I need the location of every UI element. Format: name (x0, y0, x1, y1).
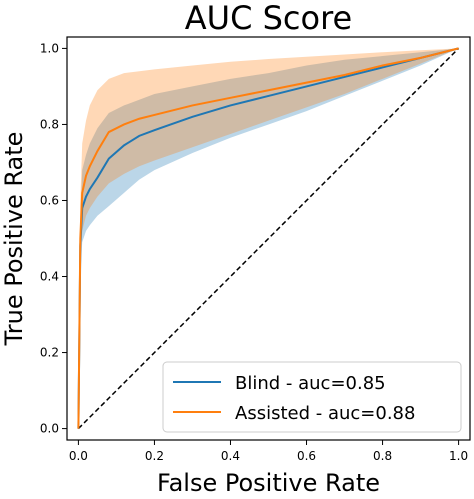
y-tick-label: 0.6 (40, 193, 59, 207)
legend-box (162, 361, 462, 433)
legend-label-series-2: Assisted - auc=0.88 (235, 403, 415, 424)
x-tick-label: 1.0 (449, 449, 468, 463)
roc-line-series-2 (77, 47, 459, 429)
y-tick-label: 1.0 (40, 41, 59, 55)
legend: Blind - auc=0.85 Assisted - auc=0.88 (162, 361, 462, 433)
y-tick-label: 0.2 (40, 346, 59, 360)
x-tick-label: 0.4 (221, 449, 240, 463)
confidence-band-series-1 (78, 48, 459, 429)
x-axis-ticks: 0.0 0.2 0.4 0.6 0.8 1.0 (69, 440, 468, 463)
plot-frame (66, 36, 471, 441)
x-axis-label: False Positive Rate (157, 469, 380, 497)
x-tick-label: 0.6 (297, 449, 316, 463)
y-tick-label: 0.0 (40, 422, 59, 436)
y-axis-ticks: 0.0 0.2 0.4 0.6 0.8 1.0 (40, 41, 67, 436)
confidence-band-series-2 (78, 48, 459, 429)
legend-label-series-1: Blind - auc=0.85 (235, 373, 386, 394)
y-tick-label: 0.8 (40, 117, 59, 131)
chance-diagonal-line (77, 47, 460, 430)
x-tick-label: 0.2 (145, 449, 164, 463)
chart-title: AUC Score (185, 0, 352, 37)
roc-line-series-1 (77, 47, 459, 429)
y-tick-label: 0.4 (40, 270, 59, 284)
x-tick-label: 0.8 (373, 449, 392, 463)
roc-series-lines (77, 47, 459, 429)
confidence-bands (78, 48, 459, 429)
x-tick-label: 0.0 (69, 449, 88, 463)
y-axis-label: True Positive Rate (0, 132, 28, 347)
